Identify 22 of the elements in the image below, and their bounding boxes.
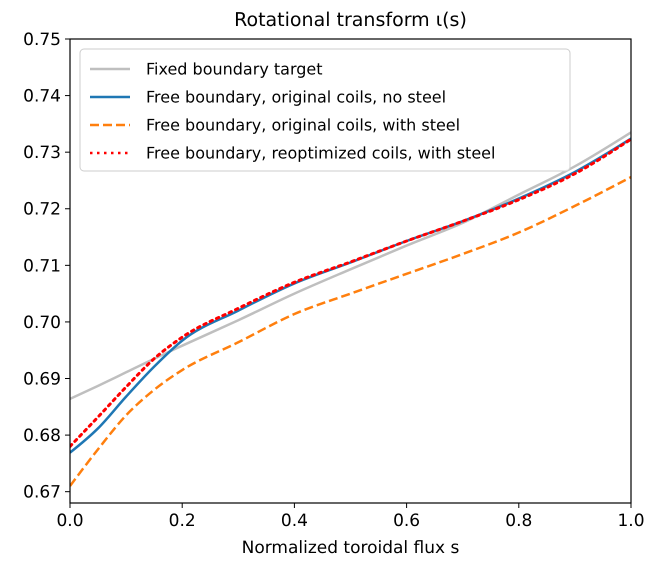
y-tick-label: 0.70 (23, 312, 61, 333)
y-tick-label: 0.75 (23, 30, 61, 50)
legend-label: Fixed boundary target (146, 60, 323, 79)
x-tick-label: 0.6 (393, 511, 420, 531)
y-tick-label: 0.73 (23, 143, 61, 164)
x-axis-title: Normalized toroidal flux s (242, 538, 460, 558)
y-tick-label: 0.72 (23, 200, 61, 220)
legend-label: Free boundary, original coils, with steel (146, 116, 460, 135)
y-tick-label: 0.69 (23, 369, 61, 390)
y-tick-label: 0.68 (23, 426, 61, 446)
x-tick-label: 1.0 (617, 511, 645, 531)
chart-title: Rotational transform ι(s) (234, 9, 467, 31)
y-tick-label: 0.74 (23, 86, 61, 107)
y-tick-label: 0.71 (23, 256, 61, 276)
x-tick-label: 0.8 (505, 511, 532, 531)
x-tick-label: 0.0 (56, 511, 84, 531)
x-tick-label: 0.4 (280, 511, 308, 531)
y-tick-label: 0.67 (23, 482, 61, 503)
x-tick-label: 0.2 (168, 511, 196, 531)
legend-label: Free boundary, original coils, no steel (146, 88, 446, 107)
line-series (70, 176, 631, 488)
legend-label: Free boundary, reoptimized coils, with steel (146, 144, 496, 163)
